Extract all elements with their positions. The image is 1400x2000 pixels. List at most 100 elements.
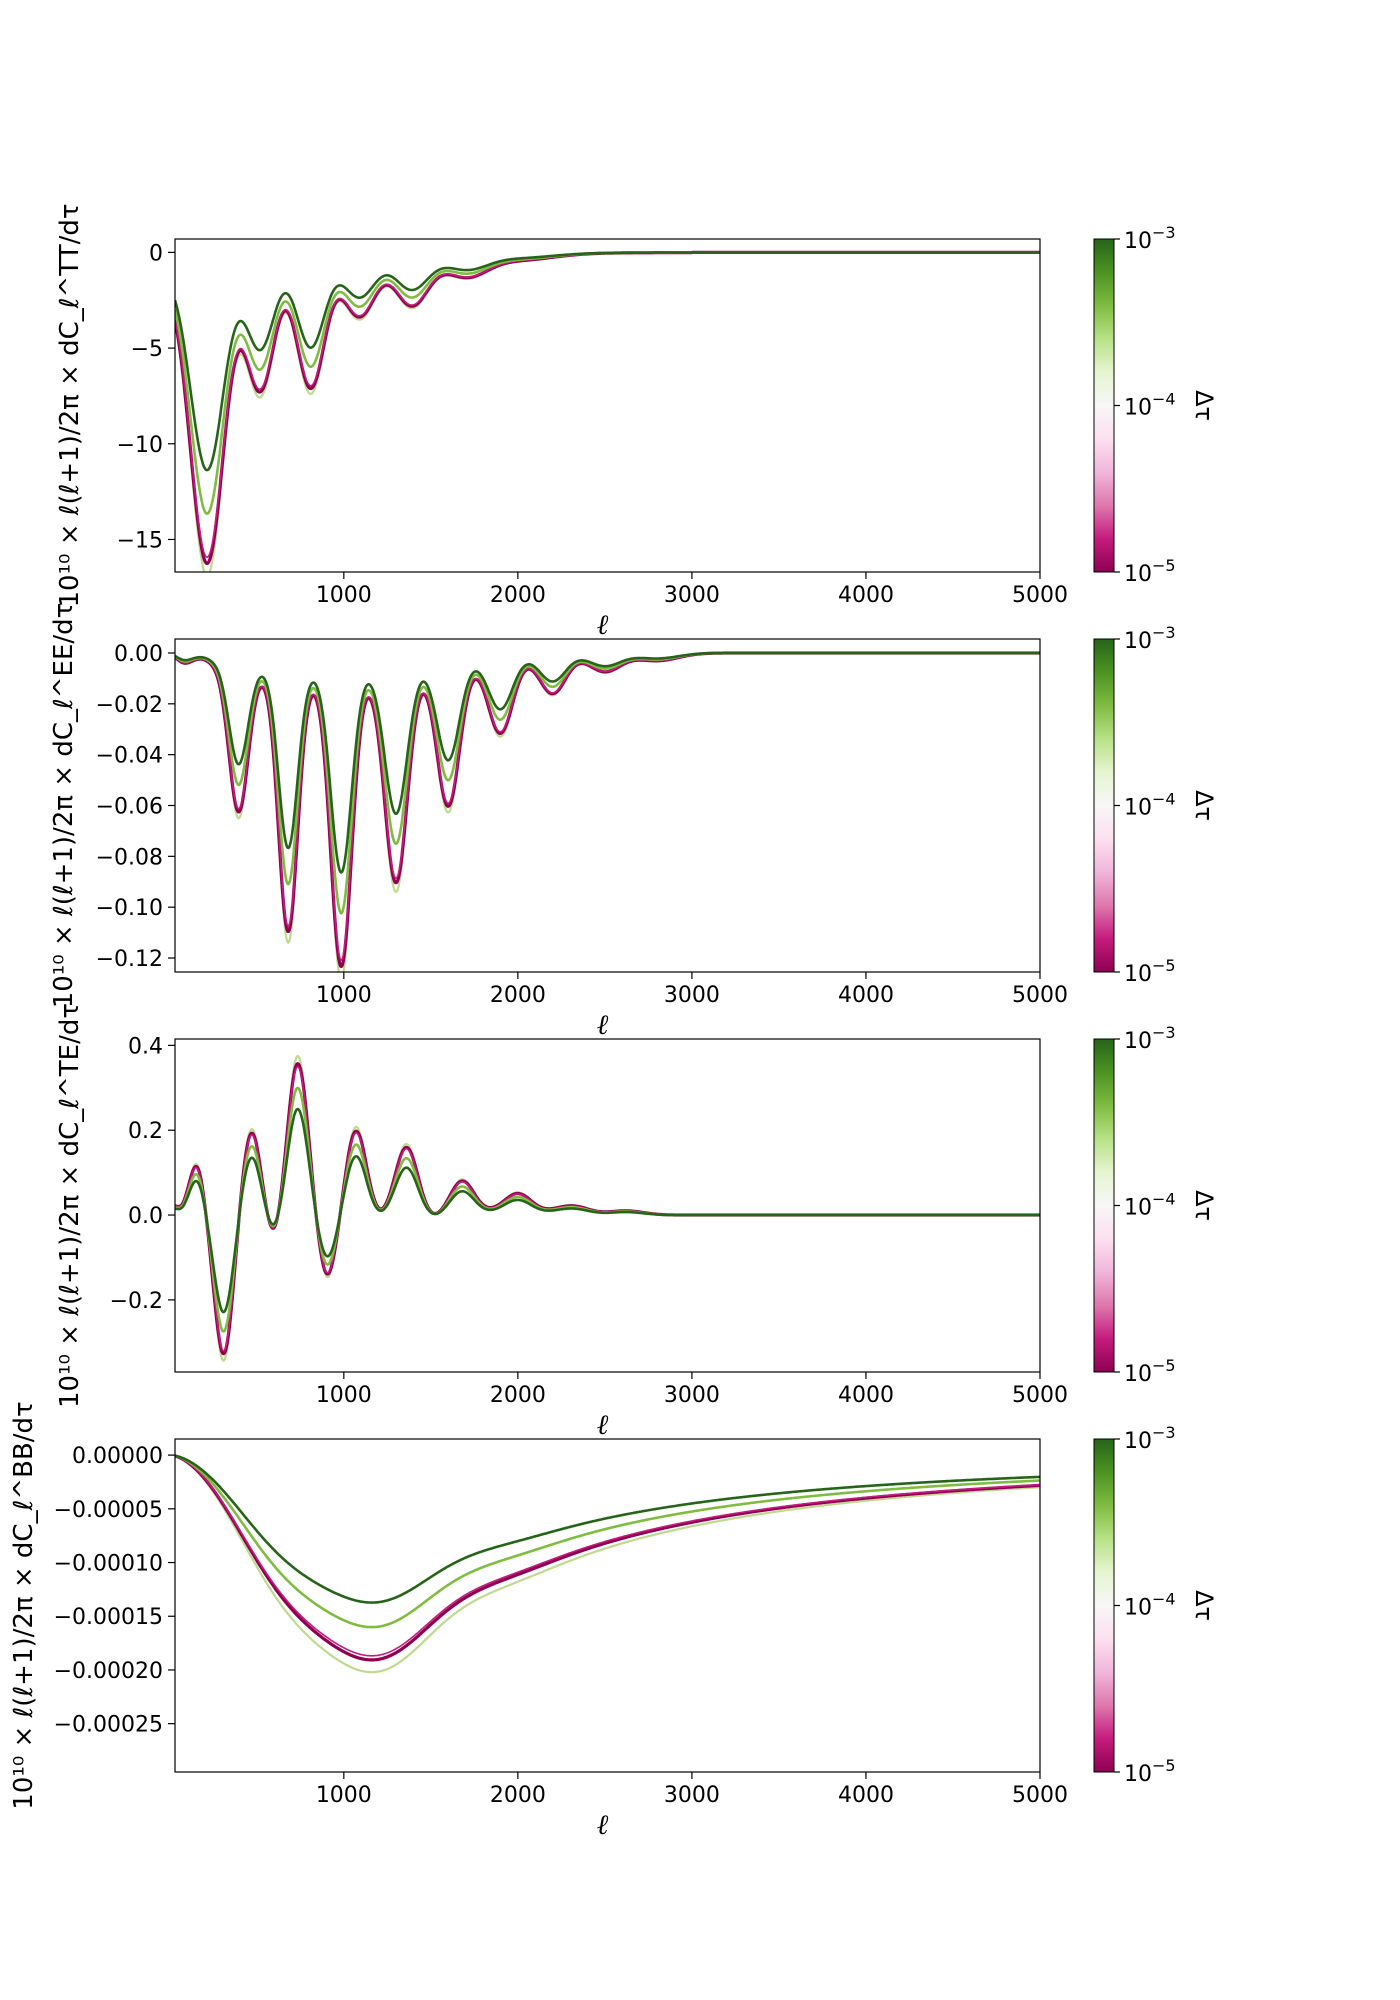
colorbar-tick-label: 10−3	[1124, 1023, 1176, 1054]
x-tick-label: 4000	[838, 1383, 894, 1408]
series-group	[175, 1055, 1040, 1362]
x-tick-label: 1000	[316, 1383, 372, 1408]
panel-ee: 1000 2000 3000 4000 5000 ℓ 0.00 −0.02 −0.04 −0.06…	[49, 603, 1218, 1041]
series-line-1	[175, 651, 1040, 969]
y-tick-label: −5	[131, 337, 163, 362]
y-tick-label: 0.00	[114, 642, 163, 667]
y-tick-label: 0	[149, 241, 163, 266]
panel-tt: 1000 2000 3000 4000 5000 ℓ 0 −5 −10 −15 10¹⁰ × ℓ(ℓ…	[55, 203, 1218, 641]
series-line-2	[175, 1455, 1040, 1657]
colorbar-label: Δτ	[1190, 790, 1218, 821]
colorbar-tick-label: 10−5	[1124, 1356, 1176, 1387]
y-tick-label: −0.00015	[54, 1605, 163, 1630]
y-tick-label: −0.08	[96, 845, 163, 870]
colorbar-bar	[1093, 1438, 1115, 1773]
panels: 1000 2000 3000 4000 5000 ℓ 0 −5 −10 −15 10¹⁰ × ℓ(ℓ…	[9, 203, 1218, 1841]
colorbar-tick-label: 10−5	[1124, 556, 1176, 587]
y-tick-label: −0.12	[96, 947, 163, 972]
y-tick-label: −10	[117, 433, 163, 458]
x-tick-label: 1000	[316, 983, 372, 1008]
y-axis-label: 10¹⁰ × ℓ(ℓ+1)/2π × dC_ℓ^BB/dτ	[9, 1401, 39, 1809]
y-tick-label: −0.00025	[54, 1713, 163, 1738]
series-line-1	[175, 1454, 1040, 1662]
x-tick-label: 5000	[1012, 1783, 1068, 1808]
axes-frame	[174, 238, 1041, 573]
y-tick-label: −0.10	[96, 896, 163, 921]
colorbar-tick-label: 10−3	[1124, 1423, 1176, 1454]
x-axis-label: ℓ	[597, 1408, 609, 1441]
series-line-2	[175, 251, 1040, 558]
series-line-3	[175, 1454, 1040, 1629]
series-group	[175, 651, 1040, 972]
series-line-3	[175, 1086, 1040, 1333]
series-line-3	[175, 651, 1040, 915]
colorbar-tick-label: 10−3	[1124, 623, 1176, 654]
x-axis-label: ℓ	[597, 608, 609, 641]
y-tick-label: 0.2	[128, 1119, 163, 1144]
x-tick-label: 5000	[1012, 583, 1068, 608]
series-line-1	[175, 250, 1040, 566]
series-line-4	[175, 1107, 1040, 1314]
x-axis-label: ℓ	[597, 1008, 609, 1041]
x-tick-label: 2000	[490, 1783, 546, 1808]
x-tick-label: 2000	[490, 1383, 546, 1408]
x-tick-label: 4000	[838, 1783, 894, 1808]
x-tick-label: 3000	[664, 1783, 720, 1808]
series-line-4	[175, 251, 1040, 472]
series-line-0	[175, 1454, 1040, 1674]
colorbar: 10−3 10−4 10−5 Δτ	[1093, 623, 1218, 987]
y-axis-label: 10¹⁰ × ℓ(ℓ+1)/2π × dC_ℓ^TT/dτ	[55, 203, 85, 607]
y-tick-label: 0.00000	[72, 1444, 163, 1469]
x-tick-label: 5000	[1012, 983, 1068, 1008]
colorbar-label: Δτ	[1190, 1190, 1218, 1221]
x-tick-label: 1000	[316, 583, 372, 608]
series-line-4	[175, 1454, 1040, 1604]
colorbar-label: Δτ	[1190, 390, 1218, 421]
colorbar-label: Δτ	[1190, 1590, 1218, 1621]
y-tick-label: 0.0	[128, 1204, 163, 1229]
series-line-4	[175, 651, 1040, 874]
y-tick-label: −0.00010	[54, 1552, 163, 1577]
series-line-0	[175, 651, 1040, 972]
y-tick-label: −15	[117, 528, 163, 553]
colorbar: 10−3 10−4 10−5 Δτ	[1093, 223, 1218, 587]
x-tick-label: 2000	[490, 983, 546, 1008]
axes-frame	[174, 1038, 1041, 1373]
series-group	[175, 1454, 1040, 1674]
colorbar-tick-label: 10−5	[1124, 956, 1176, 987]
x-tick-label: 2000	[490, 583, 546, 608]
x-tick-label: 3000	[664, 583, 720, 608]
colorbar-tick-label: 10−4	[1124, 390, 1176, 421]
y-axis-label: 10¹⁰ × ℓ(ℓ+1)/2π × dC_ℓ^EE/dτ	[49, 603, 79, 1009]
y-tick-label: −0.06	[96, 795, 163, 820]
panel-bb: 1000 2000 3000 4000 5000 ℓ 0.00000 −0.00005 −0.0…	[9, 1401, 1218, 1841]
x-tick-label: 1000	[316, 1783, 372, 1808]
series-group	[175, 250, 1040, 572]
series-line-2	[175, 652, 1040, 961]
colorbar-bar	[1093, 238, 1115, 573]
colorbar-bar	[1093, 1038, 1115, 1373]
colorbar-tick-label: 10−4	[1124, 1590, 1176, 1621]
y-tick-label: −0.00020	[54, 1659, 163, 1684]
y-axis-label: 10¹⁰ × ℓ(ℓ+1)/2π × dC_ℓ^TE/dτ	[55, 1003, 85, 1408]
y-tick-label: −0.04	[96, 744, 163, 769]
x-tick-label: 3000	[664, 983, 720, 1008]
x-axis-label: ℓ	[597, 1808, 609, 1841]
colorbar-tick-label: 10−4	[1124, 790, 1176, 821]
colorbar-tick-label: 10−3	[1124, 223, 1176, 254]
y-tick-label: −0.00005	[54, 1498, 163, 1523]
x-tick-label: 4000	[838, 983, 894, 1008]
y-tick-label: 0.4	[128, 1034, 163, 1059]
x-tick-label: 4000	[838, 583, 894, 608]
colorbar-tick-label: 10−5	[1124, 1756, 1176, 1787]
colorbar: 10−3 10−4 10−5 Δτ	[1093, 1423, 1218, 1787]
series-line-0	[175, 251, 1040, 572]
colorbar: 10−3 10−4 10−5 Δτ	[1093, 1023, 1218, 1387]
y-tick-label: −0.02	[96, 693, 163, 718]
axes-frame	[174, 1438, 1041, 1773]
x-tick-label: 3000	[664, 1383, 720, 1408]
x-tick-label: 5000	[1012, 1383, 1068, 1408]
panel-te: 1000 2000 3000 4000 5000 ℓ 0.4 0.2 0.0 −0.2 10¹⁰ ×…	[55, 1003, 1218, 1441]
y-tick-label: −0.2	[110, 1289, 163, 1314]
